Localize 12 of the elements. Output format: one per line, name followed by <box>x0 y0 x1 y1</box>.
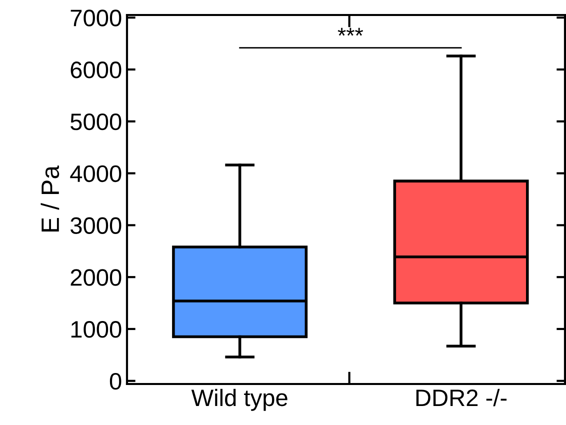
y-tick-label: 5000 <box>70 113 122 130</box>
y-tick-label: 3000 <box>70 217 122 234</box>
x-tick-label: Wild type <box>191 388 288 411</box>
y-tick-label: 2000 <box>70 269 122 286</box>
y-tick-label: 6000 <box>70 62 122 78</box>
y-axis-title: E / Pa <box>40 165 60 232</box>
y-tick-label: 4000 <box>70 165 122 182</box>
annotation: *** <box>338 28 364 36</box>
y-tick-label: 7000 <box>70 10 122 26</box>
y-tick-label: 1000 <box>71 321 122 338</box>
y-tick-label: 0 <box>110 372 122 390</box>
x-tick-label: DDR2 -/- <box>416 388 507 406</box>
